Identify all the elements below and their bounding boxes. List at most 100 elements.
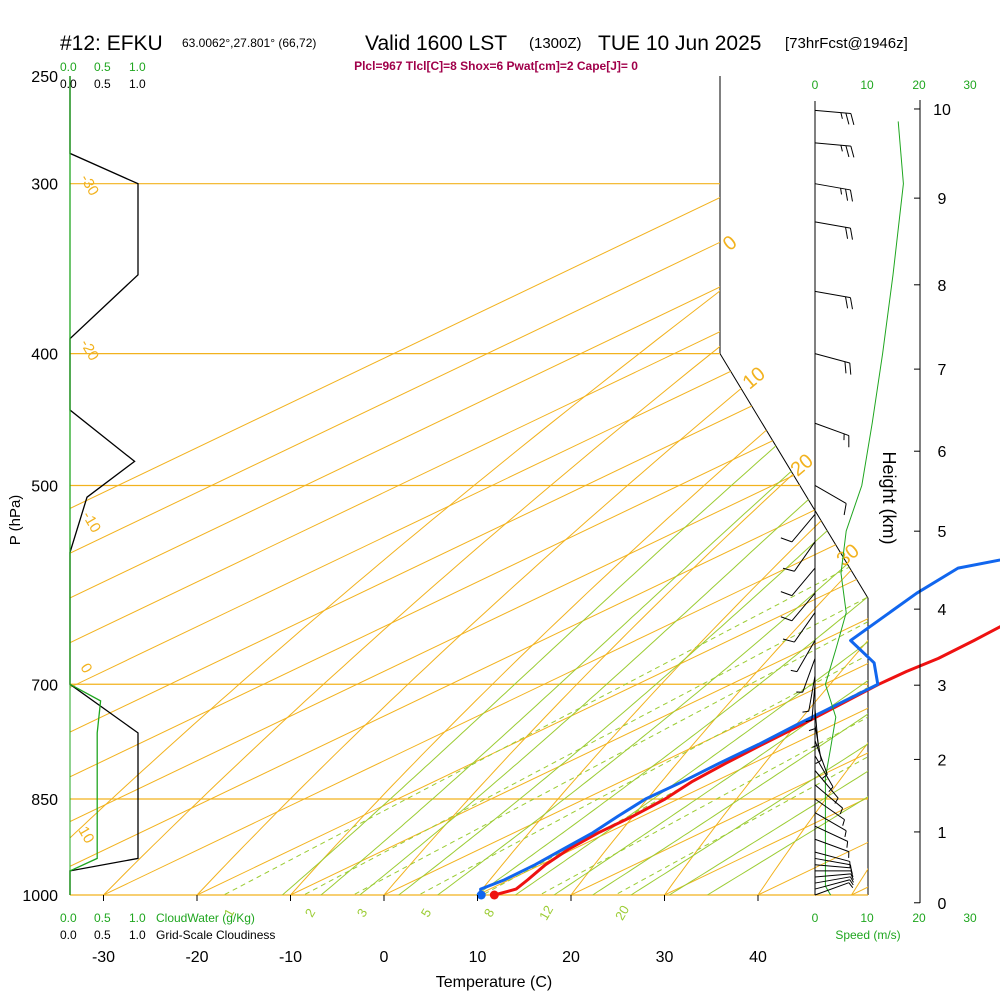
wind-barb-shaft	[796, 640, 816, 672]
wind-barb-28	[814, 485, 847, 516]
wind-barb-flag	[845, 296, 849, 309]
temperature-surface-dot	[489, 890, 499, 900]
wind-barb-flag	[780, 616, 793, 622]
isotherm-label-1: 10	[739, 363, 770, 394]
wind-barb-half-flag	[849, 864, 852, 872]
moist-adiabat-36	[660, 76, 868, 895]
isotherm--80	[70, 76, 868, 895]
wind-barb-shaft	[814, 755, 834, 788]
wind-barb-half-flag	[802, 710, 809, 713]
wind-barb-shaft	[814, 290, 851, 299]
wind-barb-half-flag	[842, 819, 845, 826]
height-tick-label-5: 5	[938, 524, 947, 541]
isotherm-lines	[70, 52, 1000, 924]
speed-scale-bottom: 0 10 20 30 Speed (m/s)	[812, 911, 977, 942]
frame-right-edge	[719, 76, 869, 895]
wind-barb-flag	[850, 113, 855, 125]
height-tick-label-9: 9	[938, 191, 947, 208]
wind-barb-flag	[849, 189, 853, 202]
wind-barb-half-flag	[812, 744, 819, 748]
height-tick-label-1: 1	[938, 825, 947, 842]
isotherm-10	[417, 76, 868, 895]
wind-barb-flag	[782, 567, 795, 572]
speed-scale-bottom-0: 0	[812, 911, 819, 925]
cloudwater-scale-bottom-1: 0.5	[94, 911, 111, 925]
cloud-scale-bottom: 0.0 0.5 1.0 CloudWater (g/Kg) 0.0 0.5 1.…	[60, 911, 275, 942]
isotherm--110	[70, 76, 868, 895]
wind-barb-half-flag	[805, 719, 812, 723]
wind-barb-33	[814, 183, 853, 202]
isotherm-60	[885, 52, 1000, 924]
wind-barb-shaft	[814, 770, 839, 799]
wind-barb-shaft	[793, 612, 816, 643]
wind-barb-shaft	[808, 675, 816, 712]
wind-barb-half-flag	[790, 669, 798, 673]
wind-barb-shaft	[814, 709, 819, 745]
wind-barb-half-flag	[848, 882, 854, 888]
x-tick-label-40: 40	[749, 949, 767, 966]
x-axis-title: Temperature (C)	[436, 974, 552, 991]
wind-barb-flag	[849, 227, 853, 240]
wind-barb-shaft	[814, 838, 849, 853]
y-tick-label-500: 500	[31, 478, 58, 495]
wind-barb-shaft	[814, 109, 851, 115]
wind-barb-21	[796, 658, 816, 693]
isotherm--100	[70, 76, 868, 895]
cloudiness-scale-bottom-0: 0.0	[60, 928, 77, 942]
dry-adiabat-50	[833, 76, 868, 895]
wind-barb-0	[814, 882, 854, 896]
wind-barb-20	[802, 675, 816, 713]
speed-scale-bottom-3: 30	[963, 911, 977, 925]
temperature-line	[493, 625, 1000, 897]
forecast-info: [73hrFcst@1946z]	[785, 35, 908, 52]
wind-barb-half-flag	[844, 830, 847, 838]
mixing-ratio-1	[168, 353, 868, 895]
wind-barb-shaft	[814, 485, 847, 504]
isotherm-20	[510, 76, 868, 895]
moist-adiabat-8	[398, 76, 868, 895]
height-tick-label-10: 10	[933, 102, 951, 119]
wind-barb-8	[814, 838, 850, 858]
wind-barb-29	[814, 422, 850, 448]
wind-barb-23	[782, 612, 816, 643]
wind-barb-shaft	[802, 658, 816, 693]
isotherm-0	[323, 76, 868, 895]
wind-barb-half-flag	[850, 873, 854, 880]
wind-barb-shaft	[814, 876, 851, 884]
mixing-ratio-label-3: 3	[354, 906, 371, 920]
wind-barb-shaft	[814, 183, 851, 191]
y-tick-label-300: 300	[31, 177, 58, 194]
x-tick-label-0: 0	[380, 949, 389, 966]
mixing-ratio-3	[298, 353, 868, 895]
dry-adiabat-label-4: -30	[77, 172, 103, 199]
x-tick-label-10: 10	[469, 949, 487, 966]
cloudiness-label: Grid-Scale Cloudiness	[156, 928, 275, 942]
wind-barb-half-flag	[850, 876, 854, 883]
wind-barb-13	[814, 770, 839, 804]
cloudwater-line	[69, 76, 102, 895]
speed-label: Speed (m/s)	[835, 928, 900, 942]
cloudiness-scale-bottom-2: 1.0	[129, 928, 146, 942]
wind-barb-flag	[849, 297, 853, 310]
wind-barb-half-flag	[840, 112, 843, 119]
mixing-ratio-label-5: 5	[418, 906, 435, 920]
dry-adiabat-label-1: 0	[77, 661, 96, 677]
height-tick-label-8: 8	[938, 278, 947, 295]
wind-barb-flag	[845, 227, 849, 239]
wind-barb-shaft	[814, 879, 850, 890]
wind-barb-flag	[844, 361, 847, 374]
dewpoint-line	[479, 558, 1000, 896]
wind-barb-30	[814, 353, 852, 375]
cloudiness-scale-top-2: 1.0	[129, 77, 146, 91]
wind-barb-31	[814, 290, 853, 310]
moist-adiabat-12	[435, 76, 868, 895]
axes: -30 -20 -10 0 10 20 30 402503004005007008501000…	[22, 69, 951, 966]
wind-barb-flag	[780, 537, 793, 543]
y-axis-title: P (hPa)	[7, 495, 24, 546]
wind-barb-flag	[845, 188, 849, 201]
dry-adiabat--40	[70, 76, 868, 895]
height-tick-label-4: 4	[938, 602, 947, 619]
isotherm-label-3: 30	[833, 540, 864, 571]
dry-adiabat-40	[738, 76, 868, 895]
speed-scale-bottom-2: 20	[912, 911, 926, 925]
